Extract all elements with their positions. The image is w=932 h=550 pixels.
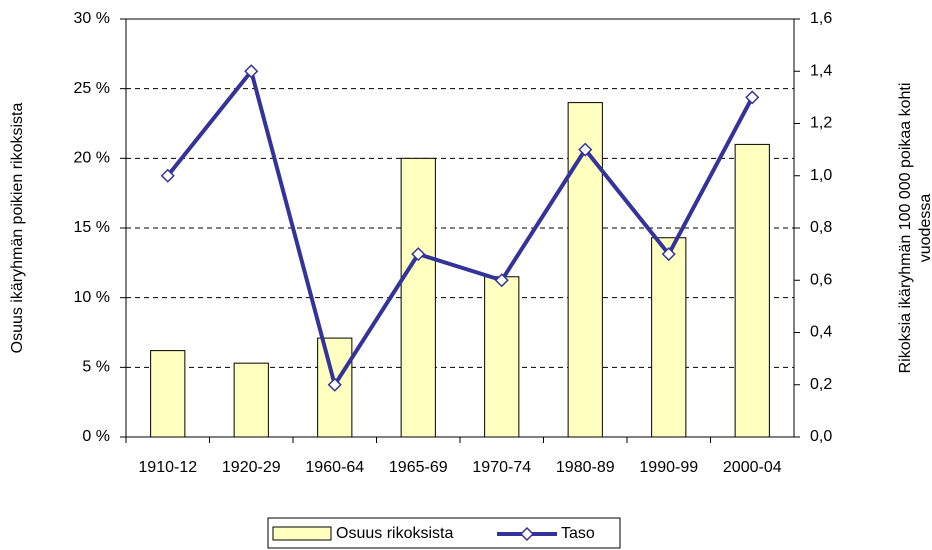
y2-tick-label: 0,2 [810, 376, 832, 393]
legend-swatch [272, 526, 332, 541]
line [166, 69, 755, 387]
y-tick-label: 15 % [74, 219, 110, 236]
y2-tick-label: 0,0 [810, 428, 832, 445]
x-tick-label: 1990-99 [639, 459, 698, 476]
bar [233, 362, 269, 438]
bar [400, 157, 436, 438]
legend-label: Osuus rikoksista [336, 525, 453, 542]
y-tick-label: 25 % [74, 80, 110, 97]
bar [651, 237, 687, 438]
y-tick-label: 30 % [74, 10, 110, 27]
y-tick-label: 10 % [74, 289, 110, 306]
bar [734, 143, 770, 438]
y-tick-label: 5 % [82, 359, 110, 376]
marker [327, 377, 342, 392]
marker [244, 64, 259, 79]
marker [494, 273, 509, 288]
marker [661, 247, 676, 262]
x-tick-label: 1920-29 [222, 459, 281, 476]
y2-axis-label: Rikoksia ikäryhmän 100 000 poikaa kohti [897, 83, 914, 374]
y2-tick-label: 1,4 [810, 62, 832, 79]
bar [567, 102, 603, 438]
y2-axis-label: vuodessa [917, 194, 932, 263]
y2-tick-label: 1,6 [810, 10, 832, 27]
y2-tick-label: 0,4 [810, 324, 832, 341]
x-tick-label: 1970-74 [472, 459, 531, 476]
y-tick-label: 0 % [82, 428, 110, 445]
marker [160, 168, 175, 183]
x-tick-label: 1960-64 [305, 459, 364, 476]
marker [411, 247, 426, 262]
y-tick-label: 20 % [74, 150, 110, 167]
y-axis-label: Osuus ikäryhmän poikien rikoksista [9, 103, 26, 354]
x-tick-label: 1910-12 [138, 459, 197, 476]
marker [578, 142, 593, 157]
x-tick-label: 2000-04 [723, 459, 782, 476]
marker [745, 90, 760, 105]
bar [484, 276, 520, 438]
x-tick-label: 1980-89 [556, 459, 615, 476]
legend-marker [519, 526, 535, 542]
legend-label: Taso [561, 525, 595, 542]
bar [150, 350, 186, 438]
y2-tick-label: 1,0 [810, 167, 832, 184]
y2-tick-label: 1,2 [810, 115, 832, 132]
y2-tick-label: 0,6 [810, 271, 832, 288]
x-tick-label: 1965-69 [389, 459, 448, 476]
y2-tick-label: 0,8 [810, 219, 832, 236]
